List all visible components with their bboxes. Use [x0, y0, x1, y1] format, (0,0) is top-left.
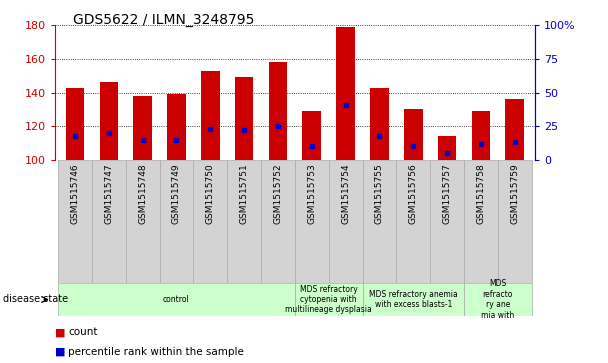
Text: GSM1515748: GSM1515748: [138, 163, 147, 224]
Bar: [329, 160, 362, 283]
Bar: [58, 283, 295, 316]
Bar: [133, 96, 152, 160]
Text: GSM1515755: GSM1515755: [375, 163, 384, 224]
Bar: [505, 99, 524, 160]
Bar: [438, 136, 457, 160]
Bar: [167, 94, 186, 160]
Text: control: control: [163, 295, 190, 304]
Text: disease state: disease state: [3, 294, 68, 305]
Text: GSM1515752: GSM1515752: [274, 163, 283, 224]
Text: GSM1515758: GSM1515758: [477, 163, 485, 224]
Bar: [336, 27, 355, 160]
Bar: [100, 82, 118, 160]
Bar: [295, 160, 329, 283]
Bar: [464, 160, 498, 283]
Bar: [269, 62, 287, 160]
Bar: [303, 111, 321, 160]
Text: GSM1515753: GSM1515753: [307, 163, 316, 224]
Text: GSM1515759: GSM1515759: [510, 163, 519, 224]
Bar: [404, 109, 423, 160]
Text: GSM1515749: GSM1515749: [172, 163, 181, 224]
Text: MDS refractory anemia
with excess blasts-1: MDS refractory anemia with excess blasts…: [369, 290, 458, 309]
Text: GDS5622 / ILMN_3248795: GDS5622 / ILMN_3248795: [73, 13, 254, 27]
Text: GSM1515747: GSM1515747: [105, 163, 113, 224]
Bar: [472, 111, 490, 160]
Text: percentile rank within the sample: percentile rank within the sample: [68, 347, 244, 357]
Bar: [362, 160, 396, 283]
Bar: [261, 160, 295, 283]
Bar: [464, 283, 531, 316]
Text: MDS refractory
cytopenia with
multilineage dysplasia: MDS refractory cytopenia with multilinea…: [285, 285, 372, 314]
Bar: [227, 160, 261, 283]
Text: GSM1515754: GSM1515754: [341, 163, 350, 224]
Bar: [396, 160, 430, 283]
Bar: [370, 87, 389, 160]
Bar: [126, 160, 159, 283]
Bar: [430, 160, 464, 283]
Text: GSM1515757: GSM1515757: [443, 163, 452, 224]
Text: GSM1515756: GSM1515756: [409, 163, 418, 224]
Bar: [235, 77, 254, 160]
Bar: [201, 71, 219, 160]
Text: ■: ■: [55, 327, 65, 337]
Bar: [66, 87, 85, 160]
Text: GSM1515751: GSM1515751: [240, 163, 249, 224]
Text: GSM1515746: GSM1515746: [71, 163, 80, 224]
Bar: [92, 160, 126, 283]
Bar: [362, 283, 464, 316]
Bar: [498, 160, 531, 283]
Text: MDS
refracto
ry ane
mia with: MDS refracto ry ane mia with: [481, 280, 514, 319]
Text: GSM1515750: GSM1515750: [206, 163, 215, 224]
Bar: [159, 160, 193, 283]
Bar: [193, 160, 227, 283]
Text: count: count: [68, 327, 98, 337]
Bar: [58, 160, 92, 283]
Bar: [295, 283, 362, 316]
Text: ■: ■: [55, 347, 65, 357]
